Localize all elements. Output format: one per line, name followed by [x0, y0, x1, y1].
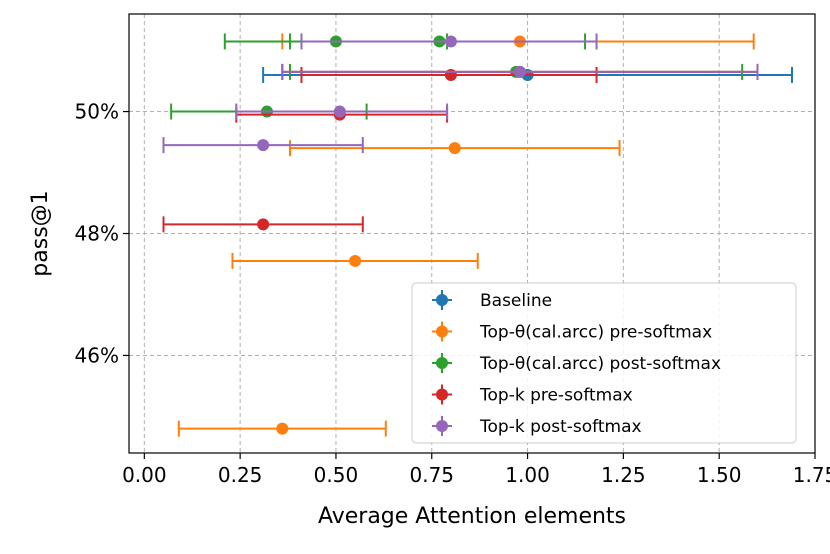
y-tick-label: 50% [75, 100, 119, 124]
data-point [448, 142, 461, 155]
x-tick-label: 0.25 [218, 463, 263, 487]
legend-marker [436, 325, 448, 338]
x-tick-label: 1.75 [793, 463, 830, 487]
x-axis-label: Average Attention elements [318, 504, 626, 529]
legend-marker [436, 420, 448, 432]
legend-entry: Top-θ(cal.arcc) pre-softmax [432, 321, 712, 343]
x-tick-label: 1.00 [505, 463, 550, 487]
x-tick-label: 1.25 [601, 463, 646, 487]
legend-marker [436, 357, 448, 369]
legend-entry: Top-θ(cal.arcc) post-softmax [432, 353, 721, 374]
data-point [444, 68, 457, 81]
y-axis-ticks: 46% 48% 50% [75, 100, 129, 367]
legend-entry: Top-k post-softmax [432, 416, 642, 437]
legend-label: Baseline [480, 291, 552, 311]
data-point [257, 218, 270, 231]
series-4 [162, 33, 759, 154]
x-tick-label: 0.00 [122, 463, 167, 487]
y-tick-label: 48% [75, 222, 119, 246]
y-axis-label: pass@1 [28, 190, 53, 276]
legend-entry: Top-k pre-softmax [432, 384, 633, 406]
legend-label: Top-k post-softmax [479, 417, 642, 437]
x-tick-label: 0.75 [409, 463, 454, 487]
x-tick-label: 0.50 [314, 463, 359, 487]
data-marks [162, 33, 794, 437]
legend: Baseline Top-θ(cal.arcc) pre-softmax Top-θ… [411, 282, 797, 444]
legend-marker [436, 388, 448, 401]
x-tick-label: 1.50 [697, 463, 742, 487]
legend-label: Top-θ(cal.arcc) pre-softmax [479, 323, 712, 343]
legend-label: Top-k pre-softmax [479, 386, 633, 406]
data-point [276, 422, 289, 435]
data-point [349, 254, 362, 267]
x-axis-ticks: 0.00 0.25 0.50 0.75 1.00 1.25 1.50 1.75 [122, 453, 830, 487]
legend-label: Top-θ(cal.arcc) post-softmax [479, 354, 721, 374]
data-point [513, 65, 526, 78]
data-point [257, 139, 270, 152]
data-point [333, 105, 346, 118]
data-point [444, 35, 457, 48]
legend-entry: Baseline [432, 290, 552, 311]
y-tick-label: 46% [75, 343, 119, 367]
legend-box [411, 282, 797, 444]
legend-marker [436, 294, 448, 306]
